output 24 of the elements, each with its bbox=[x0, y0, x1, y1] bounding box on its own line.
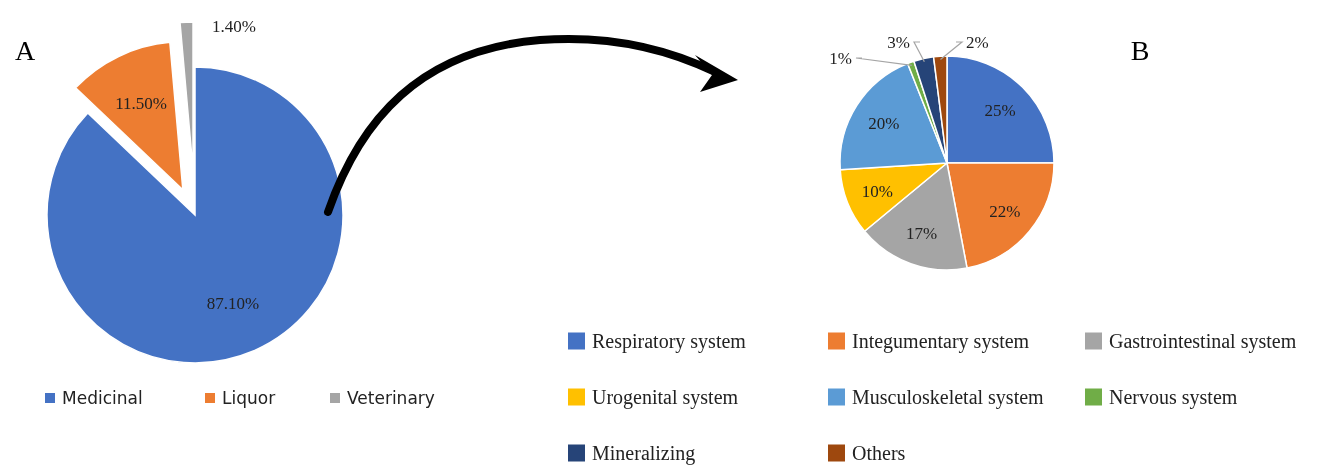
data-label: 3% bbox=[887, 33, 910, 52]
legend-label: Mineralizing bbox=[592, 442, 696, 465]
legend-label: Musculoskeletal system bbox=[852, 386, 1045, 409]
data-label: 2% bbox=[966, 33, 989, 52]
legend-label: Urogenital system bbox=[592, 386, 739, 409]
legend-label: Nervous system bbox=[1109, 386, 1238, 409]
data-label: 11.50% bbox=[115, 94, 167, 114]
legend-label: Respiratory system bbox=[592, 330, 747, 353]
legend-label: Others bbox=[852, 442, 906, 464]
data-label: 17% bbox=[906, 224, 938, 244]
data-label: 20% bbox=[868, 113, 900, 133]
legend-label: Gastrointestinal system bbox=[1109, 330, 1297, 353]
chart-title: B bbox=[1130, 35, 1150, 66]
text: A bbox=[14, 35, 36, 66]
data-label: 22% bbox=[989, 201, 1021, 221]
data-label: 25% bbox=[984, 101, 1016, 121]
data-label: 87.10% bbox=[206, 294, 260, 314]
legend-label: Veterinary bbox=[347, 387, 435, 408]
legend-label: Integumentary system bbox=[852, 330, 1030, 353]
data-label: 1.40% bbox=[212, 17, 256, 36]
data-label: 1% bbox=[829, 49, 852, 68]
legend-label: Medicinal bbox=[62, 387, 143, 408]
legend-label: Liquor bbox=[222, 387, 276, 408]
data-label: 10% bbox=[861, 181, 893, 201]
